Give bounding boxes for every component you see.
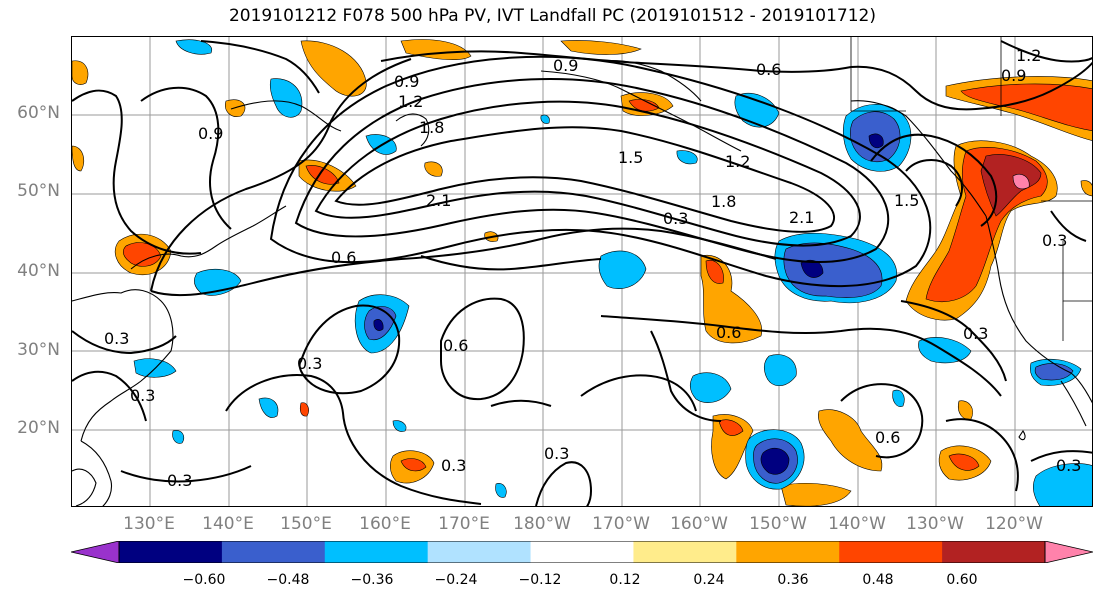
colorbar-segment <box>736 541 840 563</box>
colorbar-tick: 0.48 <box>862 572 894 588</box>
contour-label: 0.3 <box>167 471 192 490</box>
lon-label-150e: 150°E <box>280 514 332 534</box>
contour-label: 1.2 <box>398 92 423 111</box>
contour-label: 0.3 <box>963 324 988 343</box>
contour-label: 0.6 <box>756 60 781 79</box>
contour-labels: 0.9 0.6 0.9 1.2 1.8 0.9 1.5 1.2 2.1 1.8 … <box>104 46 1081 490</box>
contour-label: 0.9 <box>394 72 419 91</box>
colorbar-segment <box>839 541 943 563</box>
lon-label-140w: 140°W <box>828 514 886 534</box>
lon-label-130e: 130°E <box>123 514 175 534</box>
lat-label-30n: 30°N <box>17 340 60 360</box>
colorbar-segment <box>221 541 326 563</box>
contour-label: 0.9 <box>198 124 223 143</box>
colorbar-tick: 0.36 <box>777 572 809 588</box>
lon-label-120w: 120°W <box>985 514 1043 534</box>
contour-label: 0.6 <box>443 336 468 355</box>
contour-label: 1.5 <box>618 148 643 167</box>
contour-label: 0.3 <box>130 386 155 405</box>
political-borders <box>850 37 1092 341</box>
colorbar-segment <box>427 541 532 563</box>
pv-contours <box>72 40 1092 506</box>
contour-label: 1.2 <box>1016 46 1041 65</box>
lon-label-170e: 170°E <box>438 514 490 534</box>
colorbar-tick: −0.36 <box>350 572 394 588</box>
contour-label: 0.3 <box>1056 456 1081 475</box>
map-panel: 0.9 0.6 0.9 1.2 1.8 0.9 1.5 1.2 2.1 1.8 … <box>71 36 1093 507</box>
lon-label-160w: 160°W <box>670 514 728 534</box>
lon-label-130w: 130°W <box>906 514 964 534</box>
contour-label: 0.3 <box>104 329 129 348</box>
colorbar-extend-left <box>71 541 120 563</box>
colorbar-tick: 0.12 <box>609 572 641 588</box>
lat-label-20n: 20°N <box>17 418 60 438</box>
colorbar-tick: −0.12 <box>518 572 562 588</box>
lon-label-180w: 180°W <box>513 514 571 534</box>
colorbar-tick: 0.60 <box>946 572 978 588</box>
contour-label: 0.3 <box>1042 231 1067 250</box>
colorbar-tick: −0.48 <box>266 572 310 588</box>
colorbar-segment <box>942 541 1046 563</box>
contour-label: 0.9 <box>553 56 578 75</box>
contour-label: 0.6 <box>716 323 741 342</box>
lon-label-150w: 150°W <box>749 514 807 534</box>
colorbar-tick: −0.60 <box>182 572 226 588</box>
contour-label: 1.8 <box>419 118 444 137</box>
colorbar-segments <box>119 541 1046 563</box>
lon-label-170w: 170°W <box>592 514 650 534</box>
map-title: 2019101212 F078 500 hPa PV, IVT Landfall… <box>228 6 876 26</box>
contour-label: 0.3 <box>297 354 322 373</box>
colorbar <box>71 541 1093 563</box>
contour-label: 0.9 <box>1001 66 1026 85</box>
contour-label: 1.2 <box>725 152 750 171</box>
contour-label: 0.3 <box>663 209 688 228</box>
contour-label: 1.8 <box>711 192 736 211</box>
colorbar-segment <box>530 541 634 563</box>
colorbar-segment <box>119 541 223 563</box>
contour-label: 0.6 <box>331 248 356 267</box>
contour-label: 2.1 <box>426 191 451 210</box>
lon-label-140e: 140°E <box>202 514 254 534</box>
colorbar-outline <box>118 541 1046 563</box>
coastlines <box>72 59 1092 506</box>
contour-label: 1.5 <box>894 191 919 210</box>
lat-label-40n: 40°N <box>17 261 60 281</box>
colorbar-tick: −0.24 <box>434 572 478 588</box>
colorbar-segment <box>633 541 737 563</box>
contour-label: 0.6 <box>875 428 900 447</box>
contour-label: 0.3 <box>441 456 466 475</box>
lon-label-160e: 160°E <box>359 514 411 534</box>
colorbar-segment <box>324 541 429 563</box>
lat-label-50n: 50°N <box>17 181 60 201</box>
map-svg: 0.9 0.6 0.9 1.2 1.8 0.9 1.5 1.2 2.1 1.8 … <box>72 37 1092 506</box>
contour-label: 2.1 <box>789 208 814 227</box>
colorbar-extend-right <box>1044 541 1093 563</box>
colorbar-tick: 0.24 <box>693 572 725 588</box>
contour-label: 0.3 <box>544 444 569 463</box>
lat-label-60n: 60°N <box>17 103 60 123</box>
